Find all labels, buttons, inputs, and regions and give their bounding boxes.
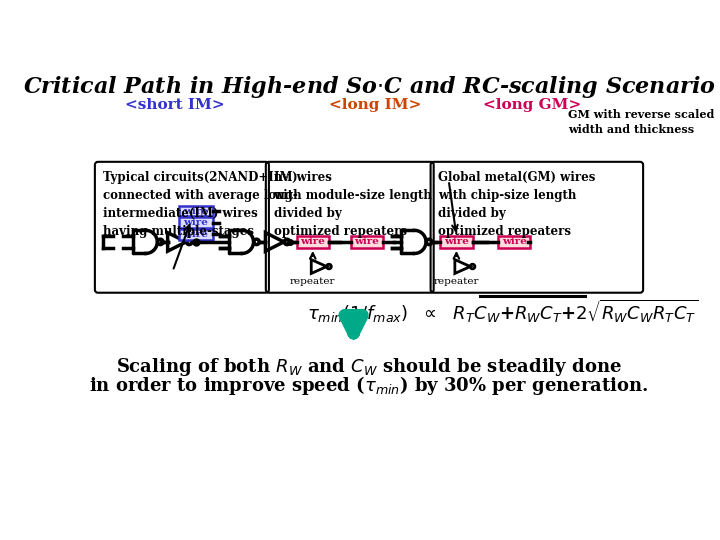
FancyBboxPatch shape: [440, 236, 472, 248]
Text: <long IM>: <long IM>: [329, 98, 421, 112]
Text: wire: wire: [184, 230, 208, 239]
Text: Critical Path in High-end So$\cdot$C and RC-scaling Scenario: Critical Path in High-end So$\cdot$C and…: [22, 74, 716, 100]
FancyBboxPatch shape: [351, 236, 383, 248]
Text: $\tau_{min}(1/f_{max})$  $\propto$  $R_TC_W$+$R_WC_T$+$2\sqrt{R_WC_WR_TC_T}$: $\tau_{min}(1/f_{max})$ $\propto$ $R_TC_…: [307, 298, 698, 325]
Text: in order to improve speed ($\tau_{min}$) by 30% per generation.: in order to improve speed ($\tau_{min}$)…: [89, 374, 649, 397]
Text: wire: wire: [184, 207, 208, 215]
Text: wire: wire: [444, 238, 469, 246]
Text: wire: wire: [184, 218, 208, 227]
FancyBboxPatch shape: [297, 236, 329, 248]
FancyBboxPatch shape: [179, 229, 212, 240]
Text: wire: wire: [502, 238, 526, 246]
FancyBboxPatch shape: [179, 217, 212, 228]
Text: repeater: repeater: [433, 278, 479, 286]
Text: wire: wire: [300, 238, 325, 246]
Text: wire: wire: [354, 238, 379, 246]
Text: IM wires
with module-size length
divided by
optimized repeaters: IM wires with module-size length divided…: [274, 171, 433, 238]
Text: Global metal(GM) wires
with chip-size length
divided by
optimized repeaters: Global metal(GM) wires with chip-size le…: [438, 171, 595, 238]
Text: repeater: repeater: [290, 278, 336, 286]
FancyBboxPatch shape: [179, 206, 212, 217]
Text: Scaling of both $R_W$ and $C_W$ should be steadily done: Scaling of both $R_W$ and $C_W$ should b…: [116, 356, 622, 378]
Text: GM with reverse scaled
width and thickness: GM with reverse scaled width and thickne…: [567, 110, 714, 135]
FancyBboxPatch shape: [498, 236, 531, 248]
Text: <long GM>: <long GM>: [483, 98, 581, 112]
Text: <short IM>: <short IM>: [125, 98, 225, 112]
Text: Typical circuits(2NAND+Inv.)
connected with average long-
intermediate(IM) wires: Typical circuits(2NAND+Inv.) connected w…: [102, 171, 297, 238]
